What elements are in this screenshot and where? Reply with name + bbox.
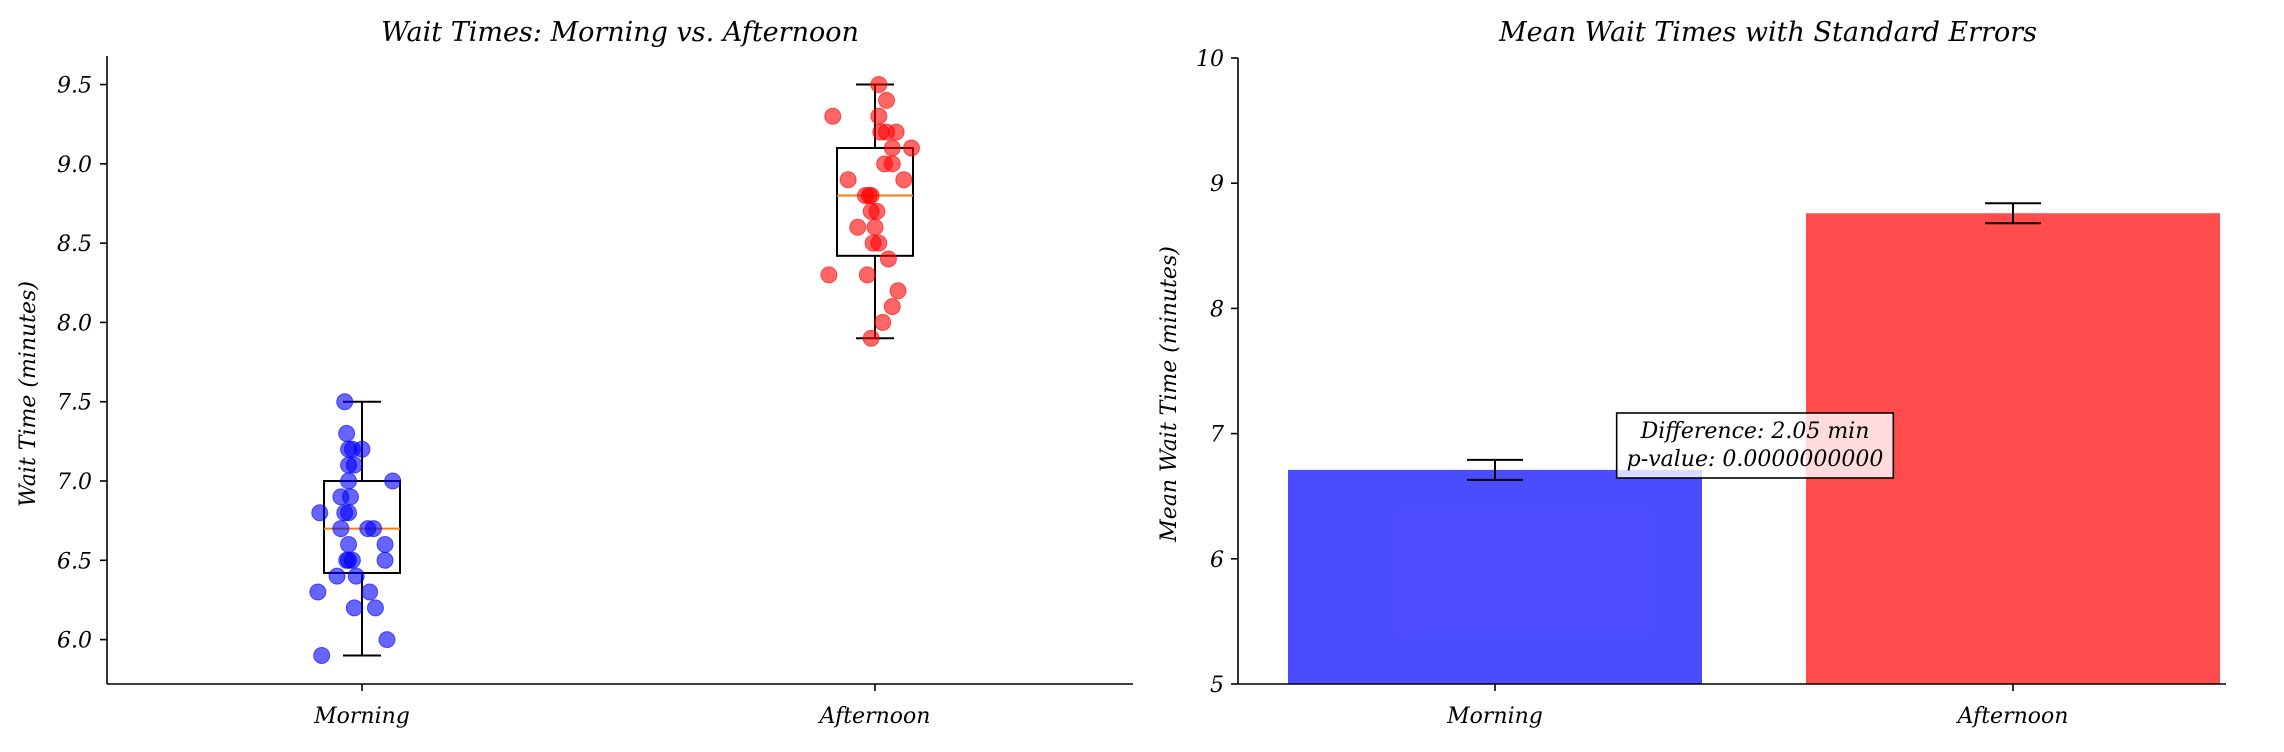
left-y-tick-label: 7.5 <box>57 391 92 416</box>
point-afternoon <box>889 282 907 300</box>
point-morning <box>340 535 358 553</box>
point-afternoon <box>868 202 886 220</box>
left-x-ticks: Morning Afternoon <box>313 684 930 729</box>
left-y-tick-label: 9.0 <box>57 153 92 178</box>
point-morning <box>384 472 402 490</box>
point-afternoon <box>895 171 913 189</box>
box-morning <box>323 400 401 657</box>
point-afternoon <box>883 139 901 157</box>
annotation-pvalue-text: p-value: 0.0000000000 <box>1627 447 1884 472</box>
right-chart-title: Mean Wait Times with Standard Errors <box>1498 17 2037 48</box>
left-y-tick-label: 6.5 <box>57 549 92 574</box>
point-afternoon <box>858 266 876 284</box>
point-morning <box>345 599 363 617</box>
right-y-tick-label: 9 <box>1210 172 1224 197</box>
right-x-tick-label: Morning <box>1446 704 1543 729</box>
box-plot-chart: Wait Times: Morning vs. Afternoon Wait T… <box>16 17 1133 729</box>
point-morning <box>309 583 327 601</box>
right-y-tick-label: 10 <box>1196 47 1224 72</box>
left-y-tick-label: 6.0 <box>57 629 92 654</box>
left-y-tick-label: 7.0 <box>57 470 92 495</box>
point-afternoon <box>820 266 838 284</box>
point-afternoon <box>870 107 888 125</box>
point-morning <box>338 551 356 569</box>
scatter-points <box>309 76 920 664</box>
right-y-axis-label: Mean Wait Time (minutes) <box>1157 246 1182 543</box>
left-x-tick-label: Afternoon <box>818 704 931 729</box>
point-morning <box>328 567 346 585</box>
point-afternoon <box>879 250 897 268</box>
left-y-ticks: 6.0 6.5 7.0 7.5 8.0 8.5 9.0 9.5 <box>57 74 107 654</box>
point-afternoon <box>839 171 857 189</box>
boxes <box>323 83 914 657</box>
point-afternoon <box>887 123 905 141</box>
point-morning <box>340 456 358 474</box>
right-x-ticks: Morning Afternoon <box>1446 684 2068 729</box>
left-y-tick-label: 8.5 <box>57 232 92 257</box>
point-morning <box>341 488 359 506</box>
annotation-difference-text: Difference: 2.05 min <box>1640 419 1870 444</box>
point-afternoon <box>866 218 884 236</box>
point-morning <box>366 599 384 617</box>
point-afternoon <box>876 155 894 173</box>
point-afternoon <box>862 187 880 205</box>
point-morning <box>347 567 365 585</box>
point-morning <box>376 551 394 569</box>
point-morning <box>332 520 350 538</box>
bar-chart: Mean Wait Times with Standard Errors Mea… <box>1157 17 2226 729</box>
left-x-tick-label: Morning <box>313 704 410 729</box>
left-y-tick-label: 8.0 <box>57 311 92 336</box>
point-afternoon <box>862 329 880 347</box>
difference-annotation: Difference: 2.05 min p-value: 0.00000000… <box>1615 412 1895 479</box>
point-afternoon <box>870 76 888 94</box>
right-y-ticks: 5 6 7 8 9 10 <box>1196 47 1238 698</box>
point-afternoon <box>849 218 867 236</box>
point-afternoon <box>874 313 892 331</box>
annotation-box <box>1615 412 1895 479</box>
right-y-tick-label: 8 <box>1210 297 1224 322</box>
point-afternoon <box>883 298 901 316</box>
point-morning <box>336 504 354 522</box>
right-x-tick-label: Afternoon <box>1956 704 2069 729</box>
point-morning <box>340 440 358 458</box>
point-afternoon <box>824 107 842 125</box>
point-morning <box>338 424 356 442</box>
box-iqr <box>836 146 914 257</box>
point-morning <box>340 472 358 490</box>
bar-morning <box>1288 469 1702 684</box>
point-morning <box>336 393 354 411</box>
point-morning <box>365 520 383 538</box>
point-morning <box>361 583 379 601</box>
left-chart-title: Wait Times: Morning vs. Afternoon <box>381 17 859 48</box>
left-y-axis-label: Wait Time (minutes) <box>16 281 41 507</box>
right-y-tick-label: 6 <box>1210 548 1224 573</box>
point-morning <box>313 646 331 664</box>
point-morning <box>376 535 394 553</box>
left-y-tick-label: 9.5 <box>57 74 92 99</box>
point-morning <box>311 504 329 522</box>
point-afternoon <box>870 234 888 252</box>
right-y-tick-label: 5 <box>1210 673 1224 698</box>
error-bars <box>1467 202 2041 481</box>
point-morning <box>378 631 396 649</box>
point-afternoon <box>878 91 896 109</box>
point-afternoon <box>902 139 920 157</box>
right-y-tick-label: 7 <box>1210 423 1224 448</box>
